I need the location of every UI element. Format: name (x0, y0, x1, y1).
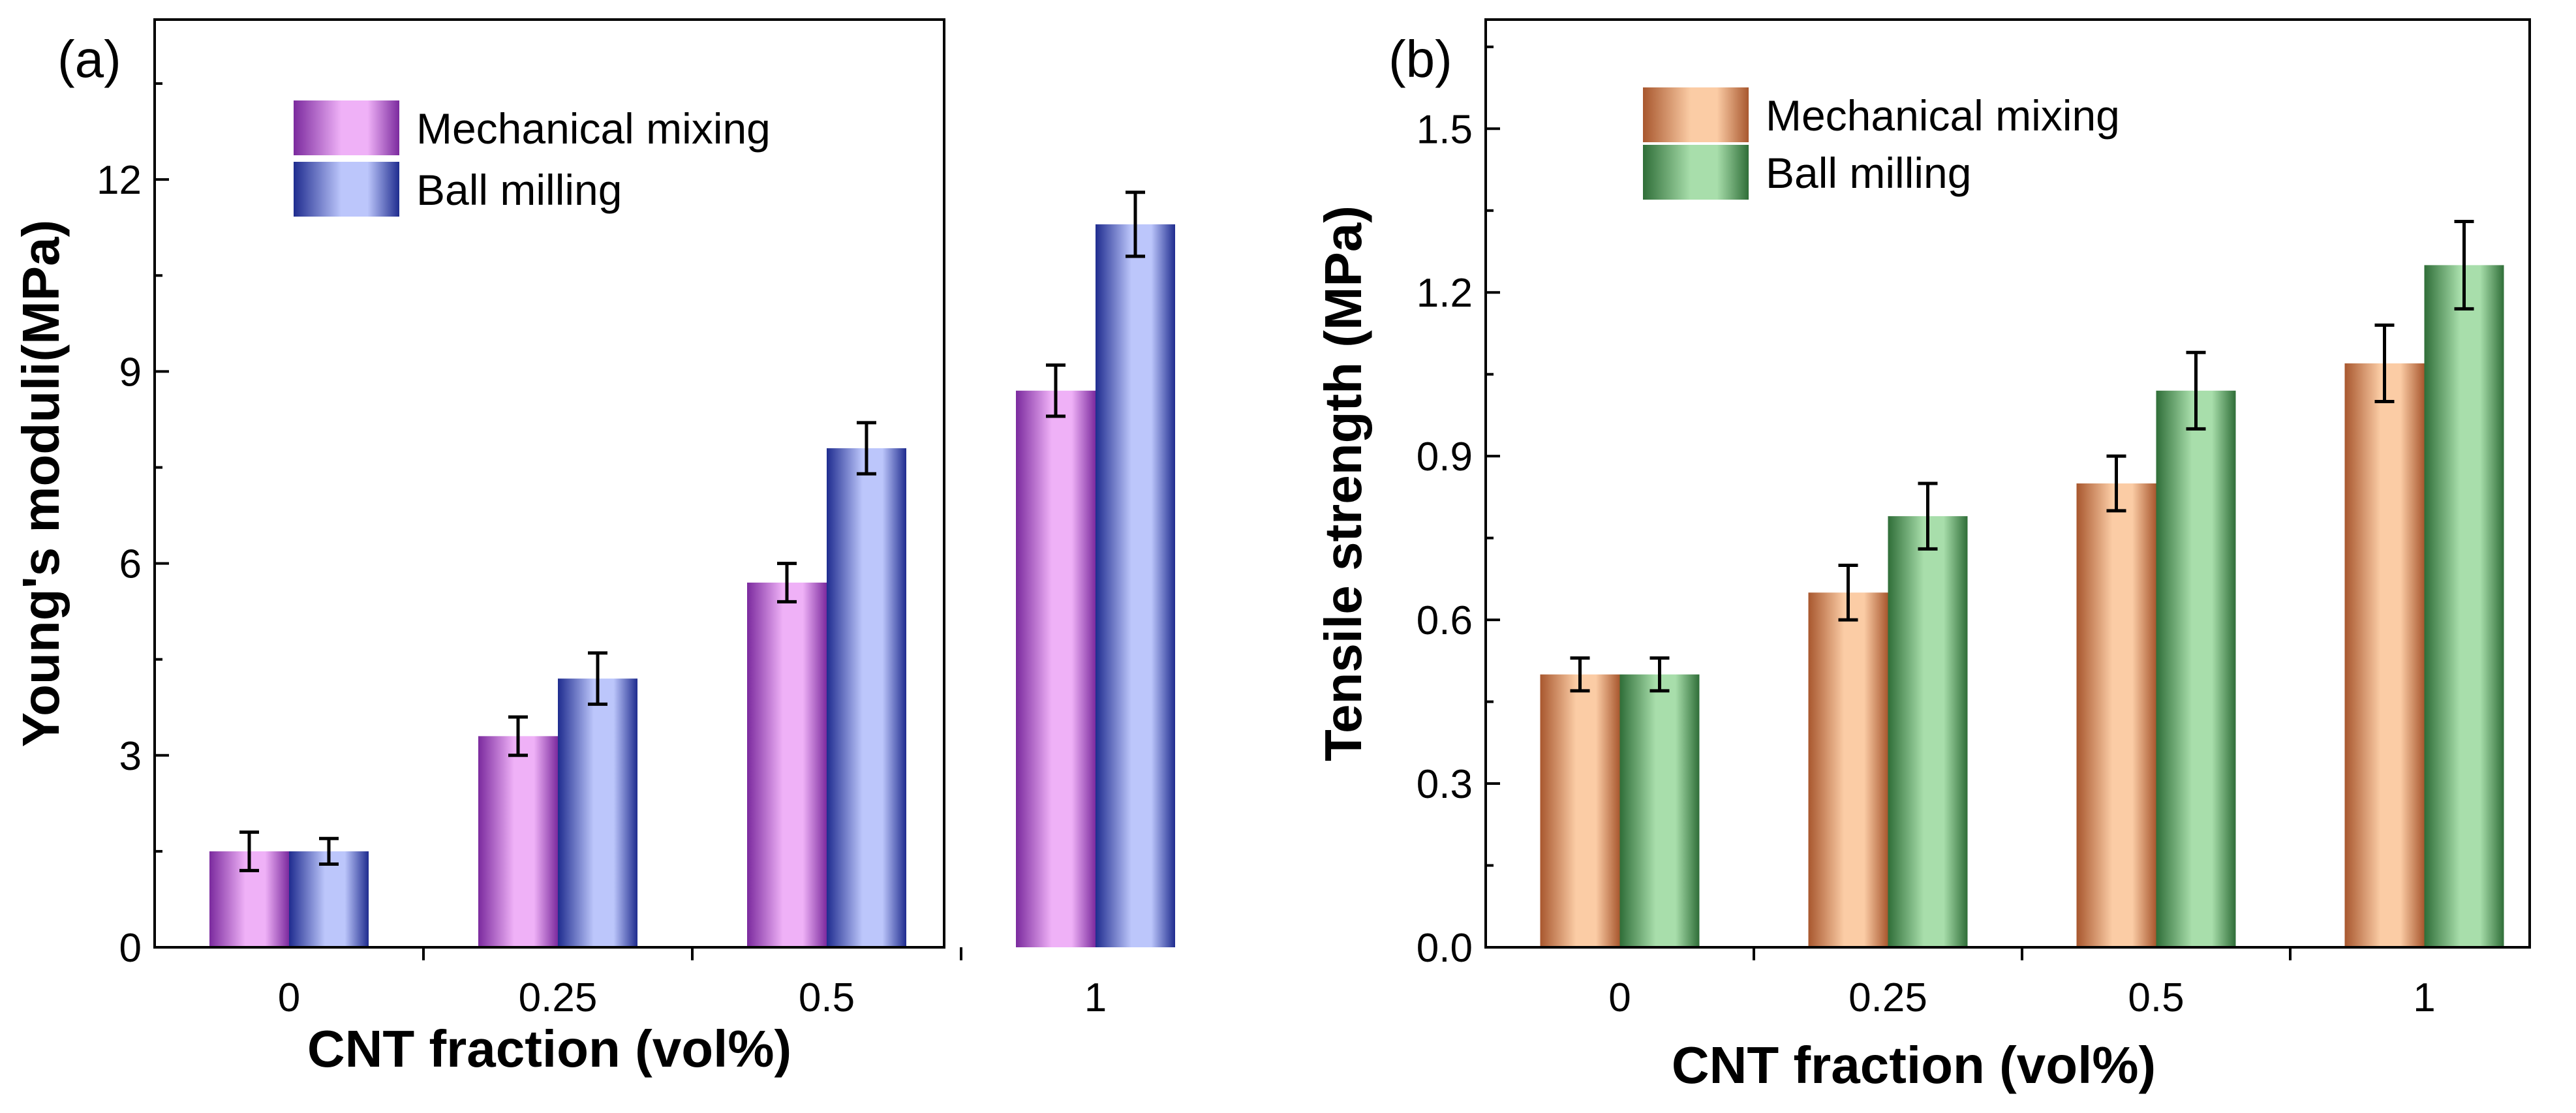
bar-ball-milling-0 (289, 851, 369, 947)
error-bar-ball-milling-0-25 (1918, 481, 1938, 551)
bar-ball-milling-0 (1619, 674, 1700, 947)
error-bar-ball-milling-1 (1126, 191, 1145, 258)
x-tick-label: 1 (2413, 975, 2435, 1020)
panel-b: 0.0 0.3 0.6 0.9 1.2 1.5 0 0.25 0.5 1 (b) CNT fra… (1314, 18, 2531, 1094)
y-ticks: 0.0 0.3 0.6 0.9 1.2 1.5 (1417, 45, 1500, 971)
x-ticks: 0 0.25 0.5 1 (278, 947, 1107, 1020)
y-tick-label: 0 (119, 926, 142, 971)
bar-ball-milling-0-25 (558, 678, 637, 947)
error-bar-ball-milling-0 (319, 836, 339, 866)
x-axis-title: CNT fraction (vol%) (307, 1020, 791, 1078)
bar-mechanical-mixing-1 (1016, 390, 1096, 947)
panel-label: (a) (57, 30, 121, 88)
x-tick-label: 0.5 (2128, 975, 2184, 1020)
error-bar-mechanical-mixing-0-25 (508, 715, 528, 757)
bar-ball-milling-1 (2424, 265, 2504, 948)
legend-swatch-ball-milling (1643, 145, 1749, 200)
error-bars-group (1570, 219, 2474, 693)
bars-group (209, 224, 1175, 947)
x-tick-label: 0.25 (519, 975, 598, 1020)
legend: Mechanical mixing Ball milling (294, 100, 771, 217)
x-tick-label: 1 (1084, 975, 1107, 1020)
y-tick-label: 9 (119, 350, 142, 395)
plot-frame (153, 18, 945, 949)
bar-mechanical-mixing-0-5 (2076, 483, 2156, 947)
error-bar-ball-milling-0-5 (857, 421, 876, 476)
error-bar-mechanical-mixing-0-5 (777, 562, 797, 603)
y-tick-label: 0.0 (1417, 926, 1473, 971)
y-axis-title: Tensile strength (MPa) (1314, 206, 1372, 761)
error-bar-mechanical-mixing-0-25 (1838, 563, 1858, 622)
error-bar-ball-milling-1 (2454, 219, 2474, 311)
bar-ball-milling-0-5 (2156, 390, 2236, 947)
y-tick-label: 1.5 (1417, 107, 1473, 152)
error-bar-ball-milling-0 (1649, 656, 1670, 693)
legend-swatch-mechanical-mixing (1643, 87, 1749, 142)
x-ticks: 0 0.25 0.5 1 (1608, 947, 2436, 1020)
bar-ball-milling-0-25 (1888, 516, 1968, 947)
bar-ball-milling-0-5 (827, 448, 906, 947)
legend-label-mechanical-mixing: Mechanical mixing (1766, 91, 2120, 140)
y-tick-label: 0.3 (1417, 762, 1473, 807)
bar-mechanical-mixing-0 (1540, 674, 1620, 947)
legend-swatch-mechanical-mixing (294, 100, 399, 155)
x-tick-label: 0 (278, 975, 300, 1020)
bar-mechanical-mixing-0-25 (1808, 592, 1888, 947)
legend-label-ball-milling: Ball milling (416, 166, 622, 214)
panel-a: 0 3 6 9 12 0 0.25 0.5 1 (a) CNT fraction (vol%)… (12, 18, 1175, 1078)
bar-mechanical-mixing-0-5 (747, 583, 827, 947)
bars-group (1540, 265, 2504, 948)
error-bars-group (239, 191, 1145, 872)
legend: Mechanical mixing Ball milling (1643, 87, 2120, 200)
y-tick-label: 0.9 (1417, 435, 1473, 480)
legend-label-mechanical-mixing: Mechanical mixing (416, 104, 771, 153)
y-tick-label: 6 (119, 542, 142, 587)
legend-label-ball-milling: Ball milling (1766, 149, 1971, 197)
x-tick-label: 0 (1608, 975, 1631, 1020)
legend-swatch-ball-milling (294, 162, 399, 217)
error-bar-ball-milling-0-5 (2186, 350, 2206, 431)
y-axis-title: Young's moduli(MPa) (12, 220, 70, 748)
bar-mechanical-mixing-1 (2344, 363, 2425, 947)
x-tick-label: 0.5 (799, 975, 855, 1020)
error-bar-mechanical-mixing-1 (1046, 363, 1066, 418)
plot-frame (1484, 18, 2531, 949)
y-ticks: 0 3 6 9 12 (97, 82, 169, 971)
panel-label: (b) (1388, 30, 1452, 88)
y-tick-label: 0.6 (1417, 598, 1473, 643)
x-tick-label: 0.25 (1848, 975, 1927, 1020)
bar-mechanical-mixing-0-25 (478, 736, 558, 947)
error-bar-mechanical-mixing-0-5 (2106, 454, 2126, 513)
y-tick-label: 1.2 (1417, 271, 1473, 316)
error-bar-mechanical-mixing-1 (2374, 323, 2395, 404)
error-bar-mechanical-mixing-0 (1570, 656, 1590, 693)
error-bar-mechanical-mixing-0 (239, 830, 259, 872)
error-bar-ball-milling-0-25 (588, 651, 607, 706)
y-tick-label: 3 (119, 734, 142, 779)
bar-ball-milling-1 (1096, 224, 1175, 947)
y-tick-label: 12 (97, 158, 142, 203)
x-axis-title: CNT fraction (vol%) (1672, 1036, 2156, 1094)
